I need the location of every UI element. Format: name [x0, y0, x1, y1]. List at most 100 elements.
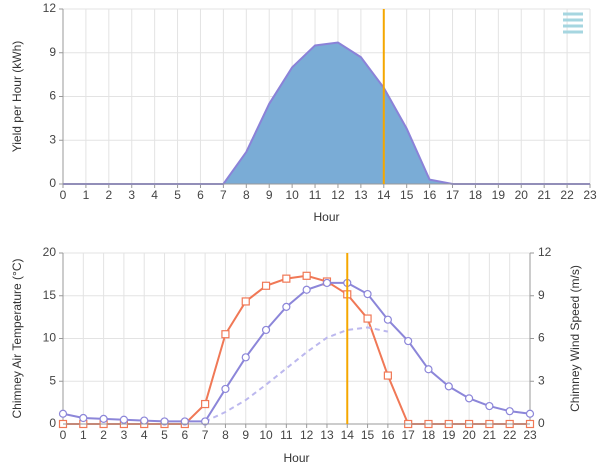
point	[261, 325, 271, 335]
x-tick-label: 19	[442, 428, 456, 442]
y-tick-label: 15	[43, 288, 57, 302]
y-axis-label: Chimney Air Temperature (°C)	[10, 259, 24, 419]
point	[221, 330, 230, 339]
point	[79, 413, 88, 423]
y2-tick-label: 0	[538, 416, 545, 430]
y2-tick-label: 6	[538, 331, 545, 345]
point	[282, 302, 291, 311]
x-tick-label: 9	[242, 428, 249, 442]
point	[485, 401, 494, 411]
x-tick-label: 8	[222, 428, 229, 442]
x-tick-label: 7	[202, 428, 209, 442]
x-tick-label: 5	[174, 188, 181, 202]
x-tick-label: 5	[161, 428, 168, 442]
x-tick-label: 2	[105, 188, 112, 202]
point	[261, 281, 271, 290]
x-tick-label: 3	[128, 188, 135, 202]
x-tick-label: 11	[309, 188, 322, 202]
x-tick-label: 12	[331, 188, 345, 202]
point	[322, 278, 332, 288]
y-axis-label: Yield per Hour (kWh)	[10, 41, 24, 153]
point	[160, 417, 169, 426]
point	[241, 353, 250, 362]
x-tick-label: 8	[243, 188, 250, 202]
point	[282, 274, 291, 283]
point	[180, 417, 189, 426]
y-tick-label: 0	[49, 176, 56, 190]
x-tick-label: 1	[80, 428, 87, 442]
x-tick-label: 15	[400, 188, 414, 202]
x-tick-label: 21	[537, 188, 551, 202]
point	[383, 315, 392, 324]
x-axis-label: Hour	[313, 210, 339, 224]
point	[363, 314, 372, 323]
x-tick-label: 4	[141, 428, 148, 442]
y-tick-label: 12	[43, 1, 57, 15]
point	[140, 416, 149, 425]
y-tick-label: 3	[49, 132, 56, 146]
y-tick-label: 9	[49, 45, 56, 59]
menu-icon[interactable]	[563, 12, 583, 34]
y-tick-label: 6	[49, 89, 56, 103]
x-tick-label: 17	[401, 428, 415, 442]
point	[404, 336, 413, 346]
x-tick-label: 20	[462, 428, 476, 442]
point	[58, 409, 68, 418]
point	[302, 271, 311, 280]
x-tick-label: 23	[583, 188, 597, 202]
x-tick-label: 18	[469, 188, 483, 202]
x-tick-label: 13	[320, 428, 334, 442]
x-tick-label: 0	[60, 428, 67, 442]
series-line	[62, 281, 531, 423]
y-tick-label: 10	[43, 331, 57, 345]
x-tick-label: 21	[483, 428, 497, 442]
x-tick-label: 4	[151, 188, 158, 202]
area	[63, 42, 590, 184]
x-tick-label: 23	[523, 428, 537, 442]
y-tick-label: 20	[43, 245, 57, 259]
x-tick-label: 10	[285, 188, 299, 202]
x-tick-label: 18	[422, 428, 436, 442]
y-tick-label: 5	[49, 373, 56, 387]
point	[201, 417, 210, 426]
x-tick-label: 12	[300, 428, 314, 442]
x-tick-label: 7	[220, 188, 227, 202]
x-tick-label: 14	[341, 428, 355, 442]
x-tick-label: 17	[446, 188, 460, 202]
x-tick-label: 22	[503, 428, 517, 442]
point	[383, 371, 392, 380]
x-tick-label: 15	[361, 428, 375, 442]
point	[221, 384, 230, 394]
x-tick-label: 6	[181, 428, 188, 442]
x-tick-label: 16	[423, 188, 437, 202]
x-tick-label: 11	[280, 428, 293, 442]
x-tick-label: 22	[560, 188, 574, 202]
x-tick-label: 13	[354, 188, 368, 202]
x-tick-label: 3	[121, 428, 128, 442]
y2-tick-label: 3	[538, 373, 545, 387]
y2-tick-label: 9	[538, 288, 545, 302]
point	[525, 409, 535, 418]
x-tick-label: 16	[381, 428, 395, 442]
x-tick-label: 19	[492, 188, 506, 202]
x-tick-label: 0	[60, 188, 67, 202]
point	[424, 365, 433, 374]
point	[363, 289, 372, 299]
point	[99, 414, 108, 423]
y2-axis-label: Chimney Wind Speed (m/s)	[568, 265, 582, 412]
y2-tick-label: 12	[538, 245, 552, 259]
x-tick-label: 2	[100, 428, 107, 442]
x-axis-label: Hour	[283, 451, 309, 465]
point	[505, 407, 514, 416]
x-tick-label: 9	[266, 188, 273, 202]
x-tick-label: 6	[197, 188, 204, 202]
x-tick-label: 10	[259, 428, 273, 442]
x-tick-label: 1	[83, 188, 90, 202]
point	[444, 382, 453, 391]
series-line	[204, 326, 389, 423]
point	[302, 285, 311, 294]
x-tick-label: 14	[377, 188, 391, 202]
